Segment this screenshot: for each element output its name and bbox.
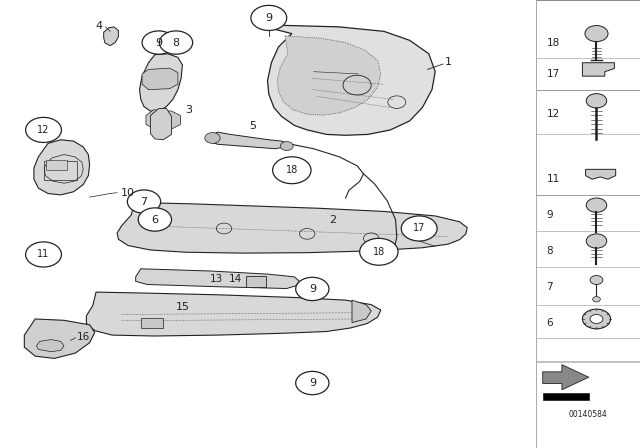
FancyBboxPatch shape bbox=[543, 393, 589, 400]
Polygon shape bbox=[34, 140, 90, 195]
Circle shape bbox=[586, 198, 607, 212]
Polygon shape bbox=[352, 300, 371, 323]
Polygon shape bbox=[136, 269, 300, 289]
Text: 18: 18 bbox=[372, 247, 385, 257]
Circle shape bbox=[590, 314, 603, 323]
Circle shape bbox=[26, 117, 61, 142]
Text: 7: 7 bbox=[140, 197, 148, 207]
FancyBboxPatch shape bbox=[536, 90, 640, 195]
Text: 4: 4 bbox=[95, 21, 103, 31]
Circle shape bbox=[142, 31, 175, 54]
Polygon shape bbox=[36, 340, 64, 352]
Text: 12: 12 bbox=[547, 109, 560, 119]
Text: 2: 2 bbox=[329, 215, 337, 224]
Circle shape bbox=[127, 190, 161, 213]
Circle shape bbox=[205, 133, 220, 143]
Polygon shape bbox=[142, 68, 178, 90]
Text: 12: 12 bbox=[37, 125, 50, 135]
Polygon shape bbox=[150, 108, 172, 140]
Text: 5: 5 bbox=[250, 121, 256, 131]
Text: 10: 10 bbox=[121, 188, 135, 198]
Polygon shape bbox=[24, 319, 95, 358]
Polygon shape bbox=[206, 132, 288, 149]
Text: 11: 11 bbox=[547, 174, 560, 184]
Text: 8: 8 bbox=[172, 38, 180, 47]
Text: 9: 9 bbox=[308, 284, 316, 294]
Polygon shape bbox=[582, 63, 614, 76]
FancyBboxPatch shape bbox=[46, 160, 67, 170]
Polygon shape bbox=[543, 365, 589, 390]
Polygon shape bbox=[86, 292, 381, 336]
Polygon shape bbox=[140, 54, 182, 111]
Text: 18: 18 bbox=[547, 38, 560, 47]
Text: 9: 9 bbox=[547, 210, 553, 220]
Text: 00140584: 00140584 bbox=[568, 410, 607, 419]
Text: 14: 14 bbox=[229, 274, 242, 284]
Text: 6: 6 bbox=[152, 215, 158, 224]
Polygon shape bbox=[117, 202, 467, 253]
Text: 6: 6 bbox=[547, 319, 553, 328]
Circle shape bbox=[593, 297, 600, 302]
FancyBboxPatch shape bbox=[246, 276, 266, 287]
Circle shape bbox=[273, 157, 311, 184]
Text: 17: 17 bbox=[547, 69, 560, 79]
Polygon shape bbox=[586, 169, 616, 179]
Circle shape bbox=[360, 238, 398, 265]
Text: 9: 9 bbox=[308, 378, 316, 388]
Text: 13: 13 bbox=[210, 274, 223, 284]
Text: 7: 7 bbox=[547, 282, 553, 292]
Text: 1: 1 bbox=[445, 57, 451, 67]
Text: 15: 15 bbox=[175, 302, 189, 312]
Circle shape bbox=[590, 276, 603, 284]
Polygon shape bbox=[104, 27, 118, 46]
Circle shape bbox=[26, 242, 61, 267]
Text: 17: 17 bbox=[413, 224, 426, 233]
Text: 8: 8 bbox=[547, 246, 553, 256]
Polygon shape bbox=[277, 36, 381, 115]
Circle shape bbox=[582, 309, 611, 329]
Text: 9: 9 bbox=[155, 38, 163, 47]
Circle shape bbox=[280, 142, 293, 151]
FancyBboxPatch shape bbox=[141, 318, 163, 328]
Text: 3: 3 bbox=[186, 105, 192, 115]
Polygon shape bbox=[146, 110, 180, 129]
Text: 11: 11 bbox=[37, 250, 50, 259]
Circle shape bbox=[401, 216, 437, 241]
Circle shape bbox=[296, 371, 329, 395]
Circle shape bbox=[586, 234, 607, 248]
Circle shape bbox=[251, 5, 287, 30]
Circle shape bbox=[585, 26, 608, 42]
Circle shape bbox=[296, 277, 329, 301]
Polygon shape bbox=[256, 25, 435, 135]
Text: 18: 18 bbox=[285, 165, 298, 175]
Text: 9: 9 bbox=[265, 13, 273, 23]
Text: 16: 16 bbox=[77, 332, 90, 342]
Circle shape bbox=[159, 31, 193, 54]
Circle shape bbox=[586, 94, 607, 108]
Circle shape bbox=[138, 208, 172, 231]
FancyBboxPatch shape bbox=[536, 0, 640, 90]
